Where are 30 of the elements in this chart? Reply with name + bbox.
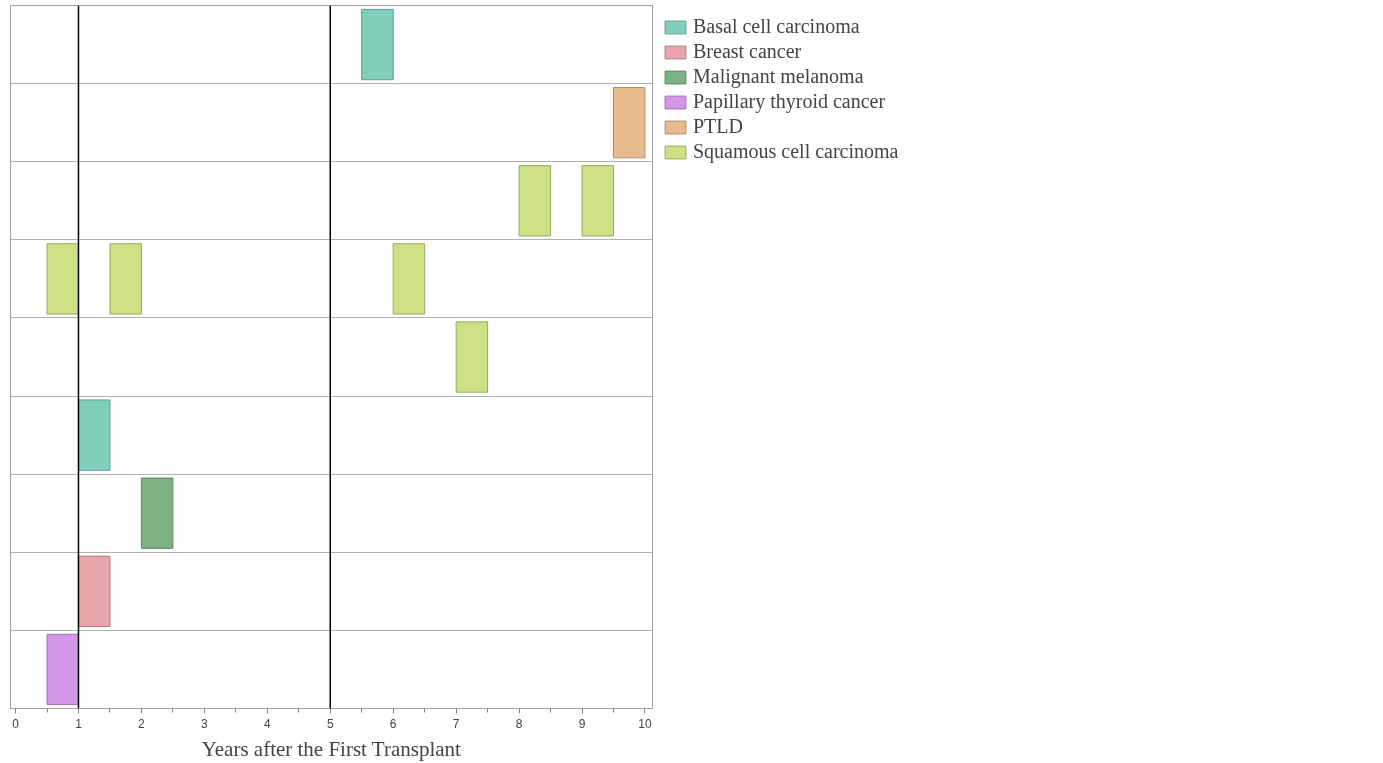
legend-label: Basal cell carcinoma <box>693 15 860 38</box>
legend-label: Squamous cell carcinoma <box>693 140 899 163</box>
x-tick-label: 4 <box>263 716 271 731</box>
x-tick-label: 3 <box>201 716 209 731</box>
legend-label: PTLD <box>693 115 743 138</box>
bar <box>109 243 142 315</box>
bar <box>77 555 111 627</box>
x-tick-label: 7 <box>452 716 460 731</box>
x-tick-label: 1 <box>75 716 83 731</box>
x-tick-label: 2 <box>138 716 146 731</box>
x-tick-label: 8 <box>515 716 523 731</box>
bar <box>140 477 174 549</box>
x-tick-label: 10 <box>638 716 652 731</box>
x-tick-label: 9 <box>578 716 586 731</box>
legend-label: Papillary thyroid cancer <box>693 90 886 113</box>
x-tick-label: 0 <box>12 716 20 731</box>
legend-label: Breast cancer <box>693 40 802 63</box>
bar <box>518 165 552 237</box>
x-axis-title: Years after the First Transplant <box>201 736 462 761</box>
bar <box>612 87 646 159</box>
x-tick-label: 5 <box>326 716 334 731</box>
bar <box>77 399 111 471</box>
bar <box>392 243 426 315</box>
bar <box>46 633 79 706</box>
bar <box>46 243 79 315</box>
x-tick-label: 6 <box>389 716 397 731</box>
bar <box>361 8 394 81</box>
bar <box>581 165 614 237</box>
legend-label: Malignant melanoma <box>693 65 864 88</box>
bar <box>455 321 489 393</box>
